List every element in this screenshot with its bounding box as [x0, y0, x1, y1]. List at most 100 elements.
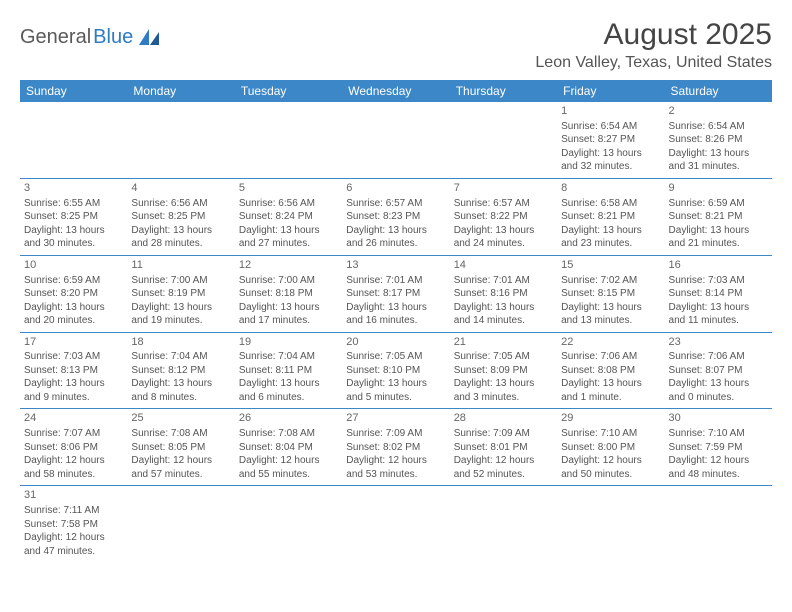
day-cell [557, 486, 664, 562]
day-cell: 17Sunrise: 7:03 AMSunset: 8:13 PMDayligh… [20, 333, 127, 409]
day-cell: 5Sunrise: 6:56 AMSunset: 8:24 PMDaylight… [235, 179, 342, 255]
day-d2: and 27 minutes. [239, 237, 338, 251]
day-number: 29 [561, 411, 660, 426]
day-d1: Daylight: 13 hours [561, 301, 660, 315]
day-ss: Sunset: 8:05 PM [131, 441, 230, 455]
day-cell: 2Sunrise: 6:54 AMSunset: 8:26 PMDaylight… [665, 102, 772, 178]
logo-text-dark: General [20, 26, 91, 49]
day-number: 17 [24, 335, 123, 350]
day-d2: and 9 minutes. [24, 391, 123, 405]
day-d2: and 58 minutes. [24, 468, 123, 482]
day-d1: Daylight: 13 hours [239, 301, 338, 315]
day-sr: Sunrise: 7:08 AM [239, 427, 338, 441]
day-d2: and 55 minutes. [239, 468, 338, 482]
day-d2: and 24 minutes. [454, 237, 553, 251]
day-ss: Sunset: 7:59 PM [669, 441, 768, 455]
day-number: 31 [24, 488, 123, 503]
day-d2: and 13 minutes. [561, 314, 660, 328]
day-d1: Daylight: 13 hours [454, 224, 553, 238]
day-d1: Daylight: 13 hours [131, 224, 230, 238]
day-d2: and 11 minutes. [669, 314, 768, 328]
day-d2: and 52 minutes. [454, 468, 553, 482]
day-d2: and 53 minutes. [346, 468, 445, 482]
day-cell: 28Sunrise: 7:09 AMSunset: 8:01 PMDayligh… [450, 409, 557, 485]
location: Leon Valley, Texas, United States [535, 54, 772, 72]
day-number: 11 [131, 258, 230, 273]
sail-icon [137, 29, 161, 47]
day-cell: 22Sunrise: 7:06 AMSunset: 8:08 PMDayligh… [557, 333, 664, 409]
day-sr: Sunrise: 7:01 AM [454, 274, 553, 288]
day-cell [235, 486, 342, 562]
day-d1: Daylight: 13 hours [24, 224, 123, 238]
day-number: 30 [669, 411, 768, 426]
day-d2: and 1 minute. [561, 391, 660, 405]
day-d1: Daylight: 12 hours [561, 454, 660, 468]
day-d2: and 17 minutes. [239, 314, 338, 328]
day-d1: Daylight: 13 hours [239, 224, 338, 238]
day-cell [127, 486, 234, 562]
day-cell: 12Sunrise: 7:00 AMSunset: 8:18 PMDayligh… [235, 256, 342, 332]
day-ss: Sunset: 8:10 PM [346, 364, 445, 378]
weekday-friday: Friday [557, 80, 664, 102]
day-d2: and 16 minutes. [346, 314, 445, 328]
day-cell: 23Sunrise: 7:06 AMSunset: 8:07 PMDayligh… [665, 333, 772, 409]
day-number: 9 [669, 181, 768, 196]
day-d2: and 0 minutes. [669, 391, 768, 405]
day-d1: Daylight: 13 hours [669, 224, 768, 238]
day-d2: and 6 minutes. [239, 391, 338, 405]
day-d1: Daylight: 13 hours [131, 377, 230, 391]
day-d2: and 30 minutes. [24, 237, 123, 251]
day-cell: 8Sunrise: 6:58 AMSunset: 8:21 PMDaylight… [557, 179, 664, 255]
day-ss: Sunset: 8:01 PM [454, 441, 553, 455]
day-d2: and 23 minutes. [561, 237, 660, 251]
day-number: 3 [24, 181, 123, 196]
day-ss: Sunset: 8:07 PM [669, 364, 768, 378]
day-number: 25 [131, 411, 230, 426]
week-row: 31Sunrise: 7:11 AMSunset: 7:58 PMDayligh… [20, 486, 772, 562]
day-cell: 16Sunrise: 7:03 AMSunset: 8:14 PMDayligh… [665, 256, 772, 332]
day-cell: 11Sunrise: 7:00 AMSunset: 8:19 PMDayligh… [127, 256, 234, 332]
day-d2: and 47 minutes. [24, 545, 123, 559]
day-ss: Sunset: 8:11 PM [239, 364, 338, 378]
day-d1: Daylight: 13 hours [24, 377, 123, 391]
day-number: 1 [561, 104, 660, 119]
weekday-saturday: Saturday [665, 80, 772, 102]
day-number: 22 [561, 335, 660, 350]
day-number: 18 [131, 335, 230, 350]
week-row: 17Sunrise: 7:03 AMSunset: 8:13 PMDayligh… [20, 333, 772, 410]
day-cell: 4Sunrise: 6:56 AMSunset: 8:25 PMDaylight… [127, 179, 234, 255]
day-number: 7 [454, 181, 553, 196]
day-d2: and 19 minutes. [131, 314, 230, 328]
day-sr: Sunrise: 7:03 AM [669, 274, 768, 288]
day-sr: Sunrise: 6:56 AM [239, 197, 338, 211]
day-d1: Daylight: 13 hours [561, 224, 660, 238]
day-cell: 21Sunrise: 7:05 AMSunset: 8:09 PMDayligh… [450, 333, 557, 409]
day-cell: 13Sunrise: 7:01 AMSunset: 8:17 PMDayligh… [342, 256, 449, 332]
day-d1: Daylight: 12 hours [669, 454, 768, 468]
day-d2: and 57 minutes. [131, 468, 230, 482]
day-d1: Daylight: 13 hours [669, 147, 768, 161]
day-sr: Sunrise: 7:04 AM [239, 350, 338, 364]
day-sr: Sunrise: 6:56 AM [131, 197, 230, 211]
day-cell: 25Sunrise: 7:08 AMSunset: 8:05 PMDayligh… [127, 409, 234, 485]
day-number: 10 [24, 258, 123, 273]
day-cell: 26Sunrise: 7:08 AMSunset: 8:04 PMDayligh… [235, 409, 342, 485]
day-sr: Sunrise: 6:58 AM [561, 197, 660, 211]
day-number: 16 [669, 258, 768, 273]
day-cell [342, 102, 449, 178]
day-d1: Daylight: 13 hours [346, 224, 445, 238]
day-d1: Daylight: 13 hours [561, 147, 660, 161]
day-ss: Sunset: 8:08 PM [561, 364, 660, 378]
day-cell: 3Sunrise: 6:55 AMSunset: 8:25 PMDaylight… [20, 179, 127, 255]
day-cell [450, 486, 557, 562]
day-number: 2 [669, 104, 768, 119]
day-sr: Sunrise: 7:11 AM [24, 504, 123, 518]
day-sr: Sunrise: 6:55 AM [24, 197, 123, 211]
day-cell [20, 102, 127, 178]
day-number: 15 [561, 258, 660, 273]
day-cell [450, 102, 557, 178]
week-row: 1Sunrise: 6:54 AMSunset: 8:27 PMDaylight… [20, 102, 772, 179]
day-sr: Sunrise: 6:57 AM [454, 197, 553, 211]
calendar: Sunday Monday Tuesday Wednesday Thursday… [20, 80, 772, 562]
title-block: August 2025 Leon Valley, Texas, United S… [535, 18, 772, 72]
